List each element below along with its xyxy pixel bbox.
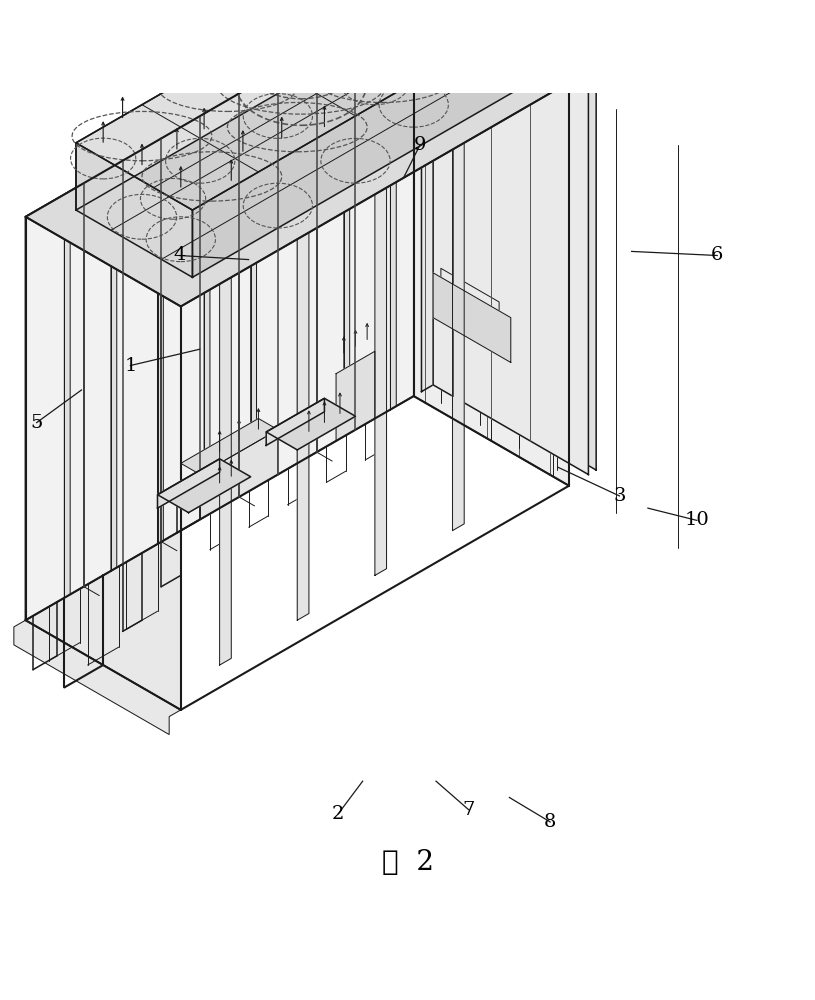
Polygon shape (251, 83, 257, 490)
Polygon shape (421, 0, 596, 78)
Text: 9: 9 (413, 136, 426, 154)
Polygon shape (390, 3, 396, 410)
Polygon shape (297, 210, 309, 620)
Polygon shape (25, 0, 414, 620)
Polygon shape (414, 0, 569, 486)
Polygon shape (14, 620, 181, 735)
Polygon shape (157, 137, 163, 544)
Polygon shape (433, 273, 511, 362)
Polygon shape (336, 351, 375, 441)
Polygon shape (76, 143, 192, 277)
Polygon shape (219, 255, 231, 665)
Polygon shape (375, 165, 386, 575)
Polygon shape (402, 0, 518, 89)
Polygon shape (267, 398, 355, 450)
Text: 3: 3 (613, 487, 626, 505)
Polygon shape (76, 0, 518, 210)
Text: 8: 8 (544, 813, 557, 831)
Text: 2: 2 (332, 805, 345, 823)
Polygon shape (297, 57, 303, 463)
Polygon shape (421, 0, 472, 11)
Polygon shape (64, 191, 70, 598)
Polygon shape (421, 0, 441, 392)
Polygon shape (157, 459, 251, 513)
Polygon shape (25, 217, 181, 710)
Text: 4: 4 (173, 246, 186, 264)
Polygon shape (25, 0, 569, 306)
Polygon shape (111, 164, 117, 571)
Polygon shape (192, 22, 518, 277)
Text: 1: 1 (124, 357, 137, 375)
Polygon shape (76, 0, 402, 210)
Polygon shape (200, 430, 278, 519)
Polygon shape (204, 110, 210, 517)
Polygon shape (441, 0, 596, 470)
Text: 7: 7 (462, 801, 475, 819)
Text: 10: 10 (685, 511, 709, 529)
Polygon shape (441, 268, 499, 347)
Text: 6: 6 (711, 246, 724, 264)
Polygon shape (157, 459, 219, 508)
Text: 图  2: 图 2 (381, 849, 434, 876)
Polygon shape (267, 398, 324, 445)
Polygon shape (433, 0, 588, 475)
Polygon shape (344, 30, 350, 436)
Polygon shape (452, 120, 465, 531)
Polygon shape (181, 418, 278, 475)
Text: 5: 5 (30, 414, 43, 432)
